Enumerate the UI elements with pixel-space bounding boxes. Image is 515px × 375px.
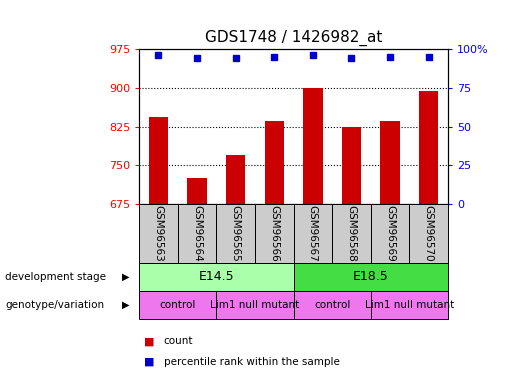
Text: ■: ■ [144,336,154,346]
Bar [149,117,168,204]
Title: GDS1748 / 1426982_at: GDS1748 / 1426982_at [205,30,382,46]
Bar [216,204,255,262]
Text: development stage: development stage [5,272,106,282]
Bar [255,204,294,262]
Bar [139,204,178,262]
Bar [303,88,322,204]
Text: GSM96567: GSM96567 [308,205,318,262]
Text: GSM96564: GSM96564 [192,205,202,262]
Text: GSM96566: GSM96566 [269,205,279,262]
Text: percentile rank within the sample: percentile rank within the sample [164,357,340,367]
Text: GSM96569: GSM96569 [385,205,395,262]
Text: ■: ■ [144,357,154,367]
Text: Lim1 null mutant: Lim1 null mutant [365,300,454,310]
Text: genotype/variation: genotype/variation [5,300,104,310]
Text: ▶: ▶ [123,300,130,310]
Bar [178,204,216,262]
Text: count: count [164,336,193,346]
Text: E14.5: E14.5 [198,270,234,283]
Bar [342,127,361,204]
Bar [294,262,448,291]
Text: GSM96568: GSM96568 [347,205,356,262]
Bar [226,155,245,204]
Text: control: control [160,300,196,310]
Bar [294,204,332,262]
Text: GSM96565: GSM96565 [231,205,241,262]
Text: control: control [314,300,350,310]
Bar [371,291,448,319]
Text: E18.5: E18.5 [353,270,389,283]
Bar [187,178,207,204]
Bar [294,291,371,319]
Bar [409,204,448,262]
Bar [216,291,294,319]
Text: GSM96570: GSM96570 [424,205,434,262]
Text: GSM96563: GSM96563 [153,205,163,262]
Bar [139,291,216,319]
Text: ▶: ▶ [123,272,130,282]
Text: Lim1 null mutant: Lim1 null mutant [210,300,300,310]
Bar [332,204,371,262]
Bar [371,204,409,262]
Bar [381,122,400,204]
Bar [419,91,438,204]
Bar [265,122,284,204]
Bar [139,262,294,291]
